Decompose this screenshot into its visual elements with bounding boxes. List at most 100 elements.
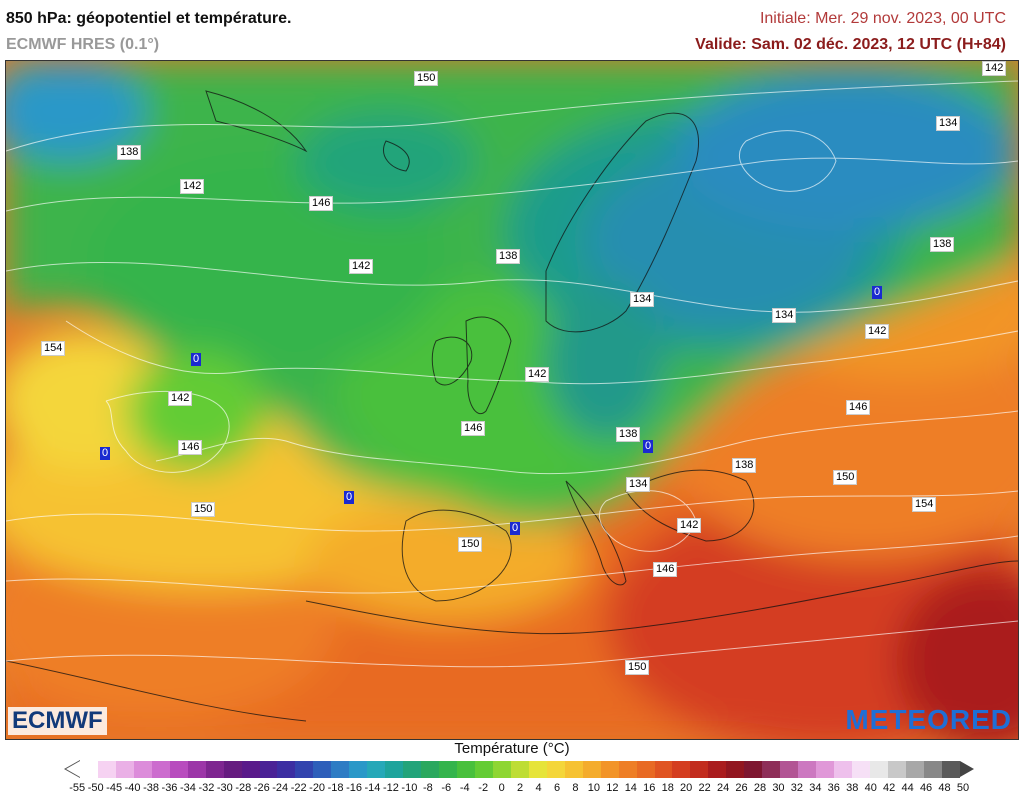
legend-tick-label: -45 — [106, 782, 123, 794]
legend-swatch — [367, 761, 386, 778]
legend-tick-label: 0 — [498, 782, 505, 794]
isohypse-label: 138 — [732, 458, 757, 473]
legend-tick-label: 14 — [624, 782, 637, 794]
legend-tick-label: -34 — [179, 782, 196, 794]
legend-tick-label: -30 — [216, 782, 233, 794]
legend-tick-label: -26 — [253, 782, 270, 794]
isohypse-label: 138 — [930, 237, 955, 252]
legend-swatch — [887, 761, 906, 778]
legend-tick-label: 22 — [698, 782, 711, 794]
legend-tick-label: 6 — [553, 782, 561, 794]
isohypse-label: 138 — [496, 249, 521, 264]
legend-tick-label: -22 — [290, 782, 307, 794]
run-init-time: Initiale: Mer. 29 nov. 2023, 00 UTC — [759, 10, 1006, 27]
legend-swatch — [941, 761, 960, 778]
legend-tick-label: -55 — [69, 782, 86, 794]
legend-swatch — [780, 761, 799, 778]
legend-tick-label: 40 — [864, 782, 877, 794]
weather-map[interactable]: 150 142 138 134 142 146 138 142 138 134 … — [5, 60, 1019, 740]
legend-swatch — [851, 761, 870, 778]
legend-tick-label: -20 — [309, 782, 326, 794]
legend-tick-label: 50 — [956, 782, 970, 794]
legend-tick-label: 44 — [901, 782, 914, 794]
legend-swatch — [546, 761, 565, 778]
legend-swatch — [169, 761, 188, 778]
isohypse-label: 142 — [168, 391, 193, 406]
legend-tick-label: -2 — [478, 782, 489, 794]
legend-tick-label: 10 — [587, 782, 601, 794]
legend-swatch — [798, 761, 817, 778]
legend-tick-label: 4 — [535, 782, 542, 794]
legend-tick-label: 38 — [846, 782, 859, 794]
isohypse-label: 150 — [625, 660, 650, 675]
legend-swatch — [133, 761, 152, 778]
legend-tick-label: 28 — [753, 782, 767, 794]
legend-color-bar — [80, 761, 960, 778]
legend-swatch — [744, 761, 763, 778]
legend-min-arrow — [66, 761, 80, 777]
legend-swatch — [151, 761, 170, 778]
legend-tick-label: 20 — [680, 782, 693, 794]
legend-tick-label: 2 — [517, 782, 524, 794]
ecmwf-logo-text: ECMWF — [12, 707, 103, 734]
legend-title: Température (°C) — [454, 740, 570, 757]
isohypse-label: 146 — [846, 400, 871, 415]
model-name: ECMWF HRES (0.1°) — [6, 36, 160, 53]
isohypse-label: 138 — [616, 427, 641, 442]
isohypse-label: 134 — [772, 308, 797, 323]
legend-swatch — [80, 761, 98, 778]
legend-tick-label: -12 — [382, 782, 399, 794]
legend-swatch — [115, 761, 134, 778]
zero-isotherm-label: 0 — [191, 353, 202, 366]
legend-tick-label: 42 — [883, 782, 896, 794]
isohypse-label: 138 — [117, 145, 142, 160]
legend-swatch — [762, 761, 781, 778]
legend-swatch — [690, 761, 709, 778]
legend-ticks: -55 -50 -45 -40 -38 -36 -34 -32 -30 -28 -26 -24 -22-… — [68, 782, 972, 798]
legend-swatch — [582, 761, 601, 778]
zero-isotherm-label: 0 — [510, 522, 521, 535]
legend-swatch — [97, 761, 116, 778]
isohypse-label: 150 — [833, 470, 858, 485]
isohypse-label: 142 — [982, 61, 1007, 76]
legend-tick-label: -28 — [235, 782, 252, 794]
legend-swatch — [205, 761, 224, 778]
meteored-logo: METEORED — [845, 704, 1012, 736]
zero-isotherm-label: 0 — [872, 286, 883, 299]
meteored-logo-text: METEORED — [845, 704, 1012, 735]
legend-swatch — [295, 761, 314, 778]
legend-tick-label: -32 — [198, 782, 215, 794]
legend-tick-label: -50 — [87, 782, 104, 794]
legend-swatch — [241, 761, 260, 778]
isohypse-label: 146 — [461, 421, 486, 436]
legend-swatch — [492, 761, 511, 778]
legend-swatch — [421, 761, 440, 778]
legend-swatch — [834, 761, 852, 778]
isohypse-label: 146 — [309, 196, 334, 211]
legend-swatch — [259, 761, 278, 778]
legend-tick-label: -40 — [124, 782, 141, 794]
legend-tick-label: -8 — [422, 782, 433, 794]
zero-isotherm-label: 0 — [100, 447, 111, 460]
isohypse-label: 142 — [180, 179, 205, 194]
legend-swatch — [313, 761, 332, 778]
legend-swatch — [618, 761, 637, 778]
isohypse-label: 146 — [178, 440, 203, 455]
zero-isotherm-label: 0 — [344, 491, 355, 504]
legend-swatch — [385, 761, 404, 778]
legend-tick-label: 48 — [938, 782, 951, 794]
legend-tick-label: -16 — [346, 782, 362, 794]
legend-swatch — [349, 761, 368, 778]
zero-isotherm-label: 0 — [643, 440, 654, 453]
legend-swatch — [403, 761, 422, 778]
isohypse-label: 142 — [865, 324, 890, 339]
legend-tick-label: -10 — [401, 782, 418, 794]
legend-tick-label: -4 — [459, 782, 470, 794]
legend-tick-label: -24 — [272, 782, 289, 794]
isohypse-label: 154 — [912, 497, 937, 512]
isohypse-label: 154 — [41, 341, 66, 356]
isohypse-label: 142 — [677, 518, 702, 533]
legend-swatch — [474, 761, 493, 778]
isohypse-label: 134 — [936, 116, 961, 131]
legend-max-arrow — [960, 761, 974, 777]
